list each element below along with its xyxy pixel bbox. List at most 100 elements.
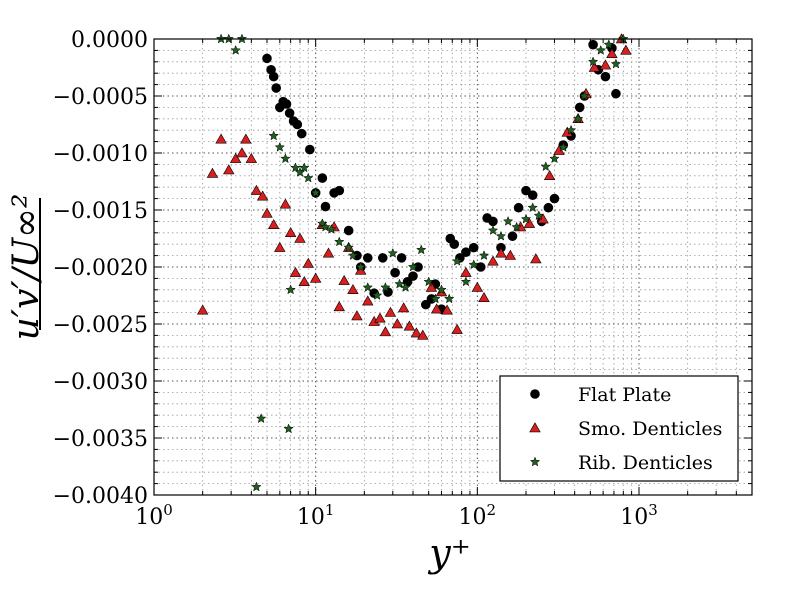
data-point — [513, 202, 524, 213]
legend-marker — [529, 422, 541, 433]
data-point — [292, 119, 303, 130]
data-point — [579, 90, 590, 101]
data-point — [543, 202, 554, 213]
data-points — [196, 33, 632, 492]
x-tick-label-base: 10 — [135, 505, 163, 530]
data-point — [347, 250, 359, 261]
data-point — [588, 39, 598, 50]
data-point — [267, 219, 280, 230]
data-point — [410, 327, 423, 338]
data-point — [317, 173, 328, 183]
data-point — [279, 198, 292, 209]
data-point — [391, 318, 404, 329]
data-point — [502, 215, 514, 226]
data-point — [271, 83, 281, 93]
data-point — [423, 276, 434, 287]
x-tick-label-exponent: 1 — [325, 501, 335, 519]
data-point — [587, 56, 599, 67]
data-point — [436, 284, 447, 295]
data-point — [206, 167, 219, 178]
x-tick-label-exponent: 0 — [163, 501, 173, 519]
data-point — [430, 303, 443, 314]
data-point — [377, 253, 388, 263]
legend-marker — [530, 389, 540, 399]
data-point — [256, 190, 269, 201]
data-point — [488, 216, 498, 227]
data-point — [196, 304, 209, 315]
data-point — [610, 58, 622, 69]
data-point — [425, 281, 438, 292]
data-point — [322, 247, 335, 258]
data-point — [507, 231, 518, 242]
y-tick-label: −0.0005 — [53, 85, 148, 110]
data-point — [374, 312, 386, 323]
data-point — [326, 223, 337, 234]
data-point — [620, 44, 632, 55]
data-point — [362, 282, 373, 292]
data-point — [299, 162, 310, 173]
data-point — [394, 278, 405, 289]
data-point — [478, 250, 490, 261]
data-point — [320, 221, 331, 232]
data-point — [421, 299, 431, 310]
data-point — [540, 161, 551, 172]
data-point — [215, 133, 227, 144]
data-point — [236, 147, 248, 158]
data-point — [511, 221, 522, 232]
data-point — [572, 113, 584, 124]
data-point — [223, 164, 235, 175]
grid-lines — [153, 39, 753, 495]
data-point — [362, 295, 374, 306]
data-point — [380, 282, 391, 292]
data-point — [495, 247, 507, 258]
data-point — [397, 302, 410, 313]
data-point — [334, 236, 345, 247]
data-point — [280, 153, 291, 164]
y-tick-label: −0.0015 — [53, 199, 148, 224]
data-point — [600, 71, 611, 82]
x-tick-label: 102 — [459, 501, 497, 530]
data-point — [283, 423, 294, 434]
data-point — [527, 202, 538, 213]
y-tick-labels: 0.0000 −0.0005 −0.0010 −0.0015 −0.0020 −0.002… — [53, 28, 148, 509]
data-point — [296, 128, 307, 139]
data-point — [408, 271, 418, 281]
data-point — [310, 187, 321, 198]
data-point — [449, 239, 460, 249]
data-point — [294, 166, 306, 177]
data-point — [281, 99, 292, 109]
y-tick-label: −0.0035 — [53, 427, 148, 452]
x-tick-label: 103 — [620, 501, 658, 530]
data-point — [261, 207, 273, 218]
data-point — [305, 144, 315, 155]
data-point — [384, 306, 397, 317]
data-point — [290, 162, 301, 173]
y-tick-label: −0.0040 — [53, 484, 148, 509]
data-point — [588, 61, 601, 72]
x-tick-label-base: 10 — [459, 505, 487, 530]
data-point — [390, 267, 400, 278]
x-tick-label-base: 10 — [297, 505, 325, 530]
legend-entry-label: Rib. Denticles — [578, 452, 713, 474]
data-point — [250, 184, 263, 195]
data-point — [451, 255, 463, 266]
data-point — [574, 102, 585, 113]
data-point — [416, 244, 427, 255]
data-point — [471, 281, 484, 292]
data-point — [387, 247, 399, 258]
data-point — [274, 141, 286, 152]
data-point — [603, 39, 614, 50]
data-point — [338, 274, 350, 285]
data-point — [611, 88, 621, 99]
data-point — [343, 242, 354, 253]
legend-entry-label: Smo. Denticles — [578, 418, 722, 440]
data-point — [379, 326, 392, 337]
data-point — [343, 225, 354, 236]
data-point — [417, 329, 429, 340]
y-tick-label: −0.0030 — [53, 370, 148, 395]
axis-ticks — [153, 38, 753, 496]
data-point — [284, 108, 295, 118]
data-point — [333, 301, 346, 312]
data-point — [558, 141, 569, 152]
data-point — [444, 293, 455, 304]
